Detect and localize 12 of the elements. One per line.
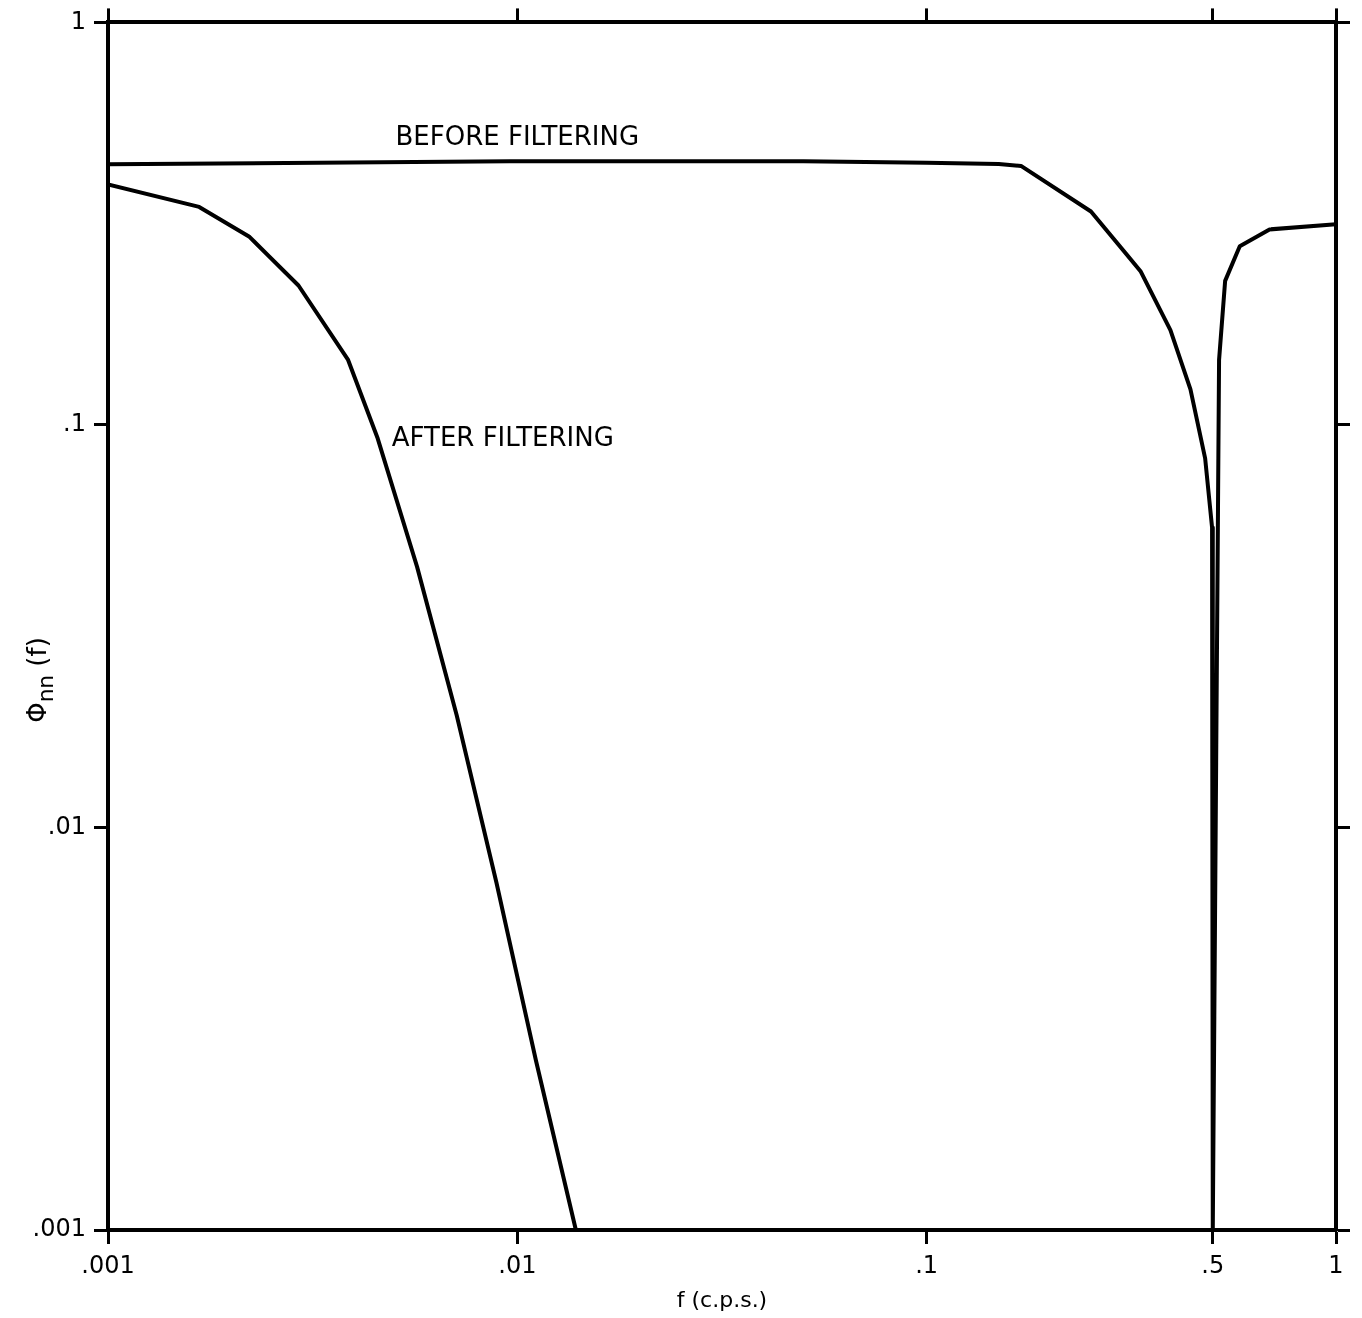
y-tick-label: .1 xyxy=(63,409,86,438)
x-tick-label: .5 xyxy=(1201,1250,1225,1279)
y-tick-label: .01 xyxy=(47,811,86,840)
x-tick-label: .01 xyxy=(498,1250,537,1279)
x-tick-label: .001 xyxy=(81,1250,135,1279)
series-label: AFTER FILTERING xyxy=(391,422,614,453)
series-label: BEFORE FILTERING xyxy=(395,120,640,151)
y-tick-label: .001 xyxy=(32,1214,86,1243)
x-axis-title: f (c.p.s.) xyxy=(676,1286,768,1312)
x-tick-label: 1 xyxy=(1328,1250,1344,1279)
y-tick-label: 1 xyxy=(70,6,86,35)
x-tick-label: .1 xyxy=(915,1250,939,1279)
